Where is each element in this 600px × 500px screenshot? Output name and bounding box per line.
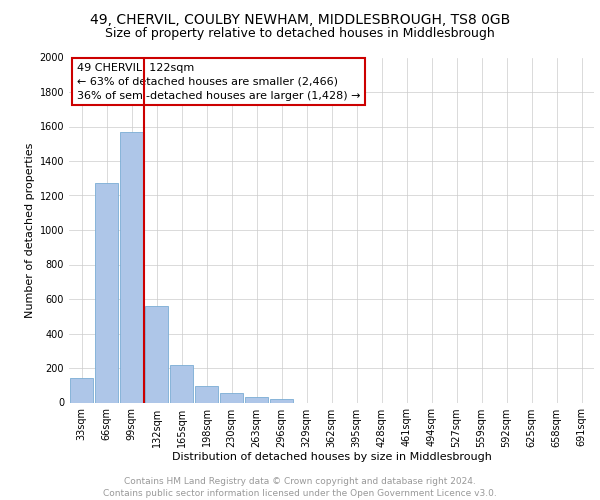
Bar	[195, 386, 218, 402]
Bar	[95, 184, 118, 402]
X-axis label: Distribution of detached houses by size in Middlesbrough: Distribution of detached houses by size …	[172, 452, 491, 462]
Text: 49 CHERVIL: 122sqm
← 63% of detached houses are smaller (2,466)
36% of semi-deta: 49 CHERVIL: 122sqm ← 63% of detached hou…	[77, 62, 361, 100]
Bar	[220, 393, 243, 402]
Bar	[270, 400, 293, 402]
Bar	[245, 398, 268, 402]
Bar	[120, 132, 143, 402]
Text: 49, CHERVIL, COULBY NEWHAM, MIDDLESBROUGH, TS8 0GB: 49, CHERVIL, COULBY NEWHAM, MIDDLESBROUG…	[90, 12, 510, 26]
Y-axis label: Number of detached properties: Number of detached properties	[25, 142, 35, 318]
Text: Size of property relative to detached houses in Middlesbrough: Size of property relative to detached ho…	[105, 28, 495, 40]
Bar	[145, 306, 168, 402]
Bar	[70, 378, 93, 402]
Bar	[170, 364, 193, 403]
Text: Contains HM Land Registry data © Crown copyright and database right 2024.
Contai: Contains HM Land Registry data © Crown c…	[103, 476, 497, 498]
